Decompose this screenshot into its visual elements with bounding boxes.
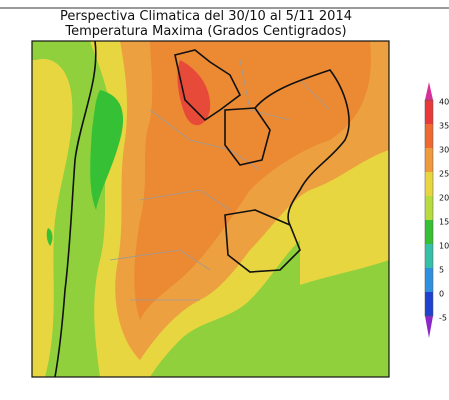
map-subtitle: Temperatura Maxima (Grados Centigrados)	[64, 24, 346, 39]
colorbar-label: 40	[439, 98, 449, 107]
map-title: Perspectiva Climatica del 30/10 al 5/11 …	[60, 9, 352, 24]
colorbar-label: 10	[439, 242, 449, 251]
colorbar-label: 25	[439, 170, 449, 179]
colorbar	[424, 82, 434, 338]
colorbar-label: 15	[439, 218, 449, 227]
colorbar-label: 35	[439, 122, 449, 131]
colorbar-label: 20	[439, 194, 449, 203]
colorbar-label: 5	[439, 266, 444, 275]
colorbar-labels: 40 35 30 25 20 15 10 5 0 -5	[439, 98, 449, 323]
colorbar-label: 30	[439, 146, 449, 155]
colorbar-label: -5	[439, 314, 447, 323]
map	[31, 40, 390, 378]
colorbar-label: 0	[439, 290, 444, 299]
